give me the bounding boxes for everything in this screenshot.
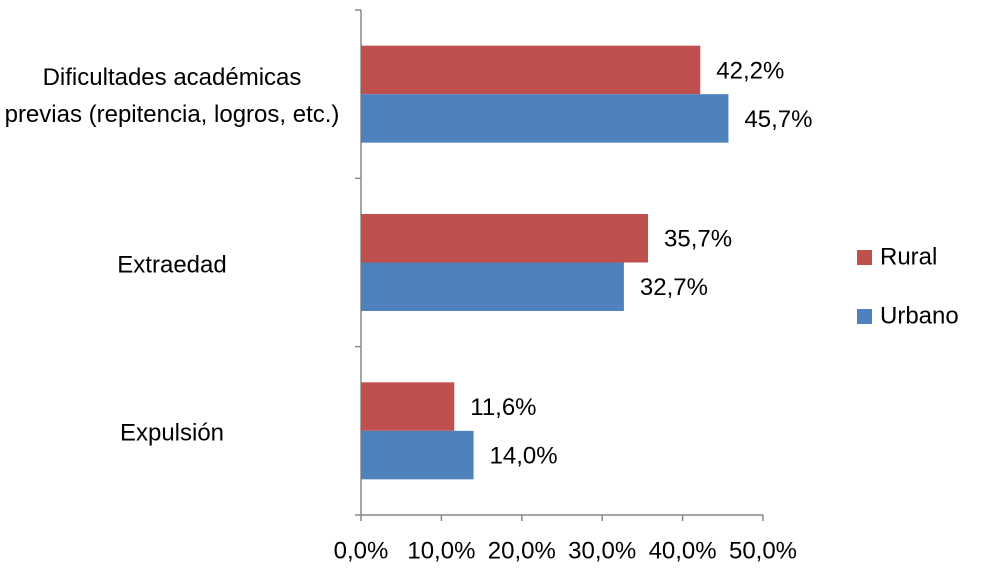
bar xyxy=(361,94,729,143)
value-label: 11,6% xyxy=(470,394,536,421)
value-label: 45,7% xyxy=(744,106,812,133)
legend-swatch xyxy=(857,250,872,265)
value-label: 35,7% xyxy=(664,226,732,253)
bar xyxy=(361,430,474,480)
legend-label: Urbano xyxy=(880,302,959,329)
x-tick-label: 10,0% xyxy=(407,537,475,564)
x-tick-label: 20,0% xyxy=(488,537,556,564)
value-label: 32,7% xyxy=(640,274,708,301)
y-tick-label: Extraedad xyxy=(117,251,227,278)
y-tick-label: Dificultades académicas previas (repiten… xyxy=(4,64,340,129)
x-tick-label: 30,0% xyxy=(568,537,636,564)
value-label: 14,0% xyxy=(490,442,558,469)
value-label: 42,2% xyxy=(716,57,784,84)
legend-label: Rural xyxy=(880,243,937,270)
x-tick-label: 50,0% xyxy=(729,537,797,564)
bar xyxy=(361,214,649,263)
x-tick-label: 40,0% xyxy=(649,537,717,564)
bar xyxy=(361,382,455,431)
y-tick-label: Expulsión xyxy=(119,419,225,447)
legend-swatch xyxy=(857,309,872,324)
x-tick-label: 0,0% xyxy=(334,537,389,564)
bar xyxy=(361,45,701,95)
bar xyxy=(361,262,624,311)
